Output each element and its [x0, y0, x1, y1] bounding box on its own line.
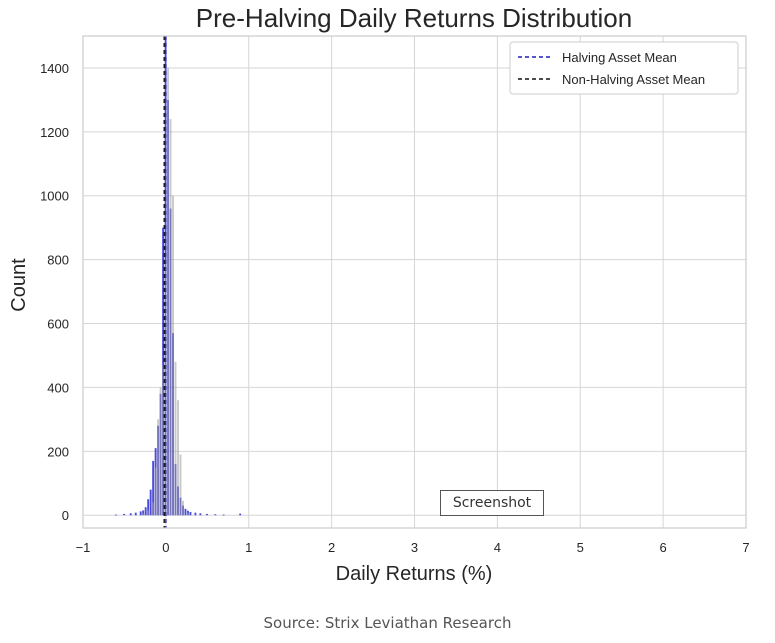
histogram-bar-halving-asset	[214, 514, 217, 516]
histogram-bar-non-halving-asset	[142, 513, 145, 516]
histogram-bar-halving-asset	[239, 513, 242, 516]
x-tick-label: 4	[494, 540, 501, 555]
x-tick-label: 5	[577, 540, 584, 555]
x-tick-label: 6	[660, 540, 667, 555]
histogram-bar-halving-asset	[129, 513, 132, 516]
x-tick-label: 2	[328, 540, 335, 555]
histogram-bar-halving-asset	[222, 514, 225, 516]
y-tick-label: 800	[47, 253, 69, 268]
histogram-bars	[114, 36, 242, 516]
x-tick-label: 0	[162, 540, 169, 555]
screenshot-overlay-label: Screenshot	[440, 490, 544, 516]
histogram-bar-non-halving-asset	[169, 119, 172, 516]
histogram-bar-halving-asset	[199, 513, 202, 516]
y-tick-label: 0	[62, 508, 69, 523]
x-tick-label: −1	[76, 540, 91, 555]
histogram-bar-non-halving-asset	[152, 502, 155, 516]
histogram-bar-non-halving-asset	[162, 365, 165, 516]
legend-box	[509, 41, 739, 95]
histogram-bar-non-halving-asset	[179, 454, 182, 516]
histogram-bar-non-halving-asset	[172, 195, 174, 516]
x-tick-label: 7	[742, 540, 749, 555]
histogram-bar-halving-asset	[147, 499, 150, 516]
histogram-bar-non-halving-asset	[154, 467, 157, 516]
histogram-bar-halving-asset	[144, 507, 147, 516]
y-tick-label: 1000	[40, 189, 69, 204]
plot-frame	[82, 35, 747, 529]
legend-label-halving-mean: Halving Asset Mean	[562, 50, 677, 65]
chart-title: Pre-Halving Daily Returns Distribution	[196, 3, 632, 33]
histogram-bar-non-halving-asset	[187, 512, 189, 516]
x-tick-label: 1	[245, 540, 252, 555]
histogram-bar-halving-asset	[142, 510, 145, 516]
histogram-bar-non-halving-asset	[174, 361, 177, 516]
histogram-bar-halving-asset	[206, 513, 208, 516]
histogram-bar-non-halving-asset	[167, 67, 170, 516]
mean-lines	[163, 36, 167, 528]
axis-ticks: −1 0 1 2 3 4 5 6 7 0 200 400 600 800 1000 1200 1400	[40, 61, 750, 555]
y-tick-label: 200	[47, 444, 69, 459]
histogram-bar-halving-asset	[139, 511, 142, 516]
x-axis-label: Daily Returns (%)	[336, 563, 493, 585]
histogram-bar-non-halving-asset	[157, 419, 160, 516]
histogram-bar-non-halving-asset	[147, 510, 150, 516]
histogram-bar-halving-asset	[189, 512, 192, 516]
histogram-bar-halving-asset	[114, 514, 117, 516]
histogram-bar-halving-asset	[152, 460, 155, 516]
legend-label-non-halving-mean: Non-Halving Asset Mean	[562, 72, 705, 87]
legend: Halving Asset Mean Non-Halving Asset Mea…	[509, 41, 739, 95]
histogram-bar-halving-asset	[194, 512, 197, 516]
histogram-bar-non-halving-asset	[182, 500, 184, 516]
y-tick-label: 1400	[40, 61, 69, 76]
y-tick-label: 400	[47, 380, 69, 395]
y-axis-label: Count	[8, 258, 30, 312]
histogram-bar-halving-asset	[123, 513, 126, 516]
histogram-bar-non-halving-asset	[177, 400, 179, 516]
source-caption: Source: Strix Leviathan Research	[263, 614, 512, 632]
histogram-bar-halving-asset	[149, 489, 152, 516]
y-tick-label: 1200	[40, 125, 69, 140]
histogram-bar-halving-asset	[134, 512, 137, 516]
x-tick-label: 3	[411, 540, 418, 555]
histogram-bar-non-halving-asset	[159, 387, 162, 516]
y-tick-label: 600	[47, 317, 69, 332]
grid-lines	[82, 36, 747, 528]
histogram-bar-halving-asset	[184, 508, 187, 516]
